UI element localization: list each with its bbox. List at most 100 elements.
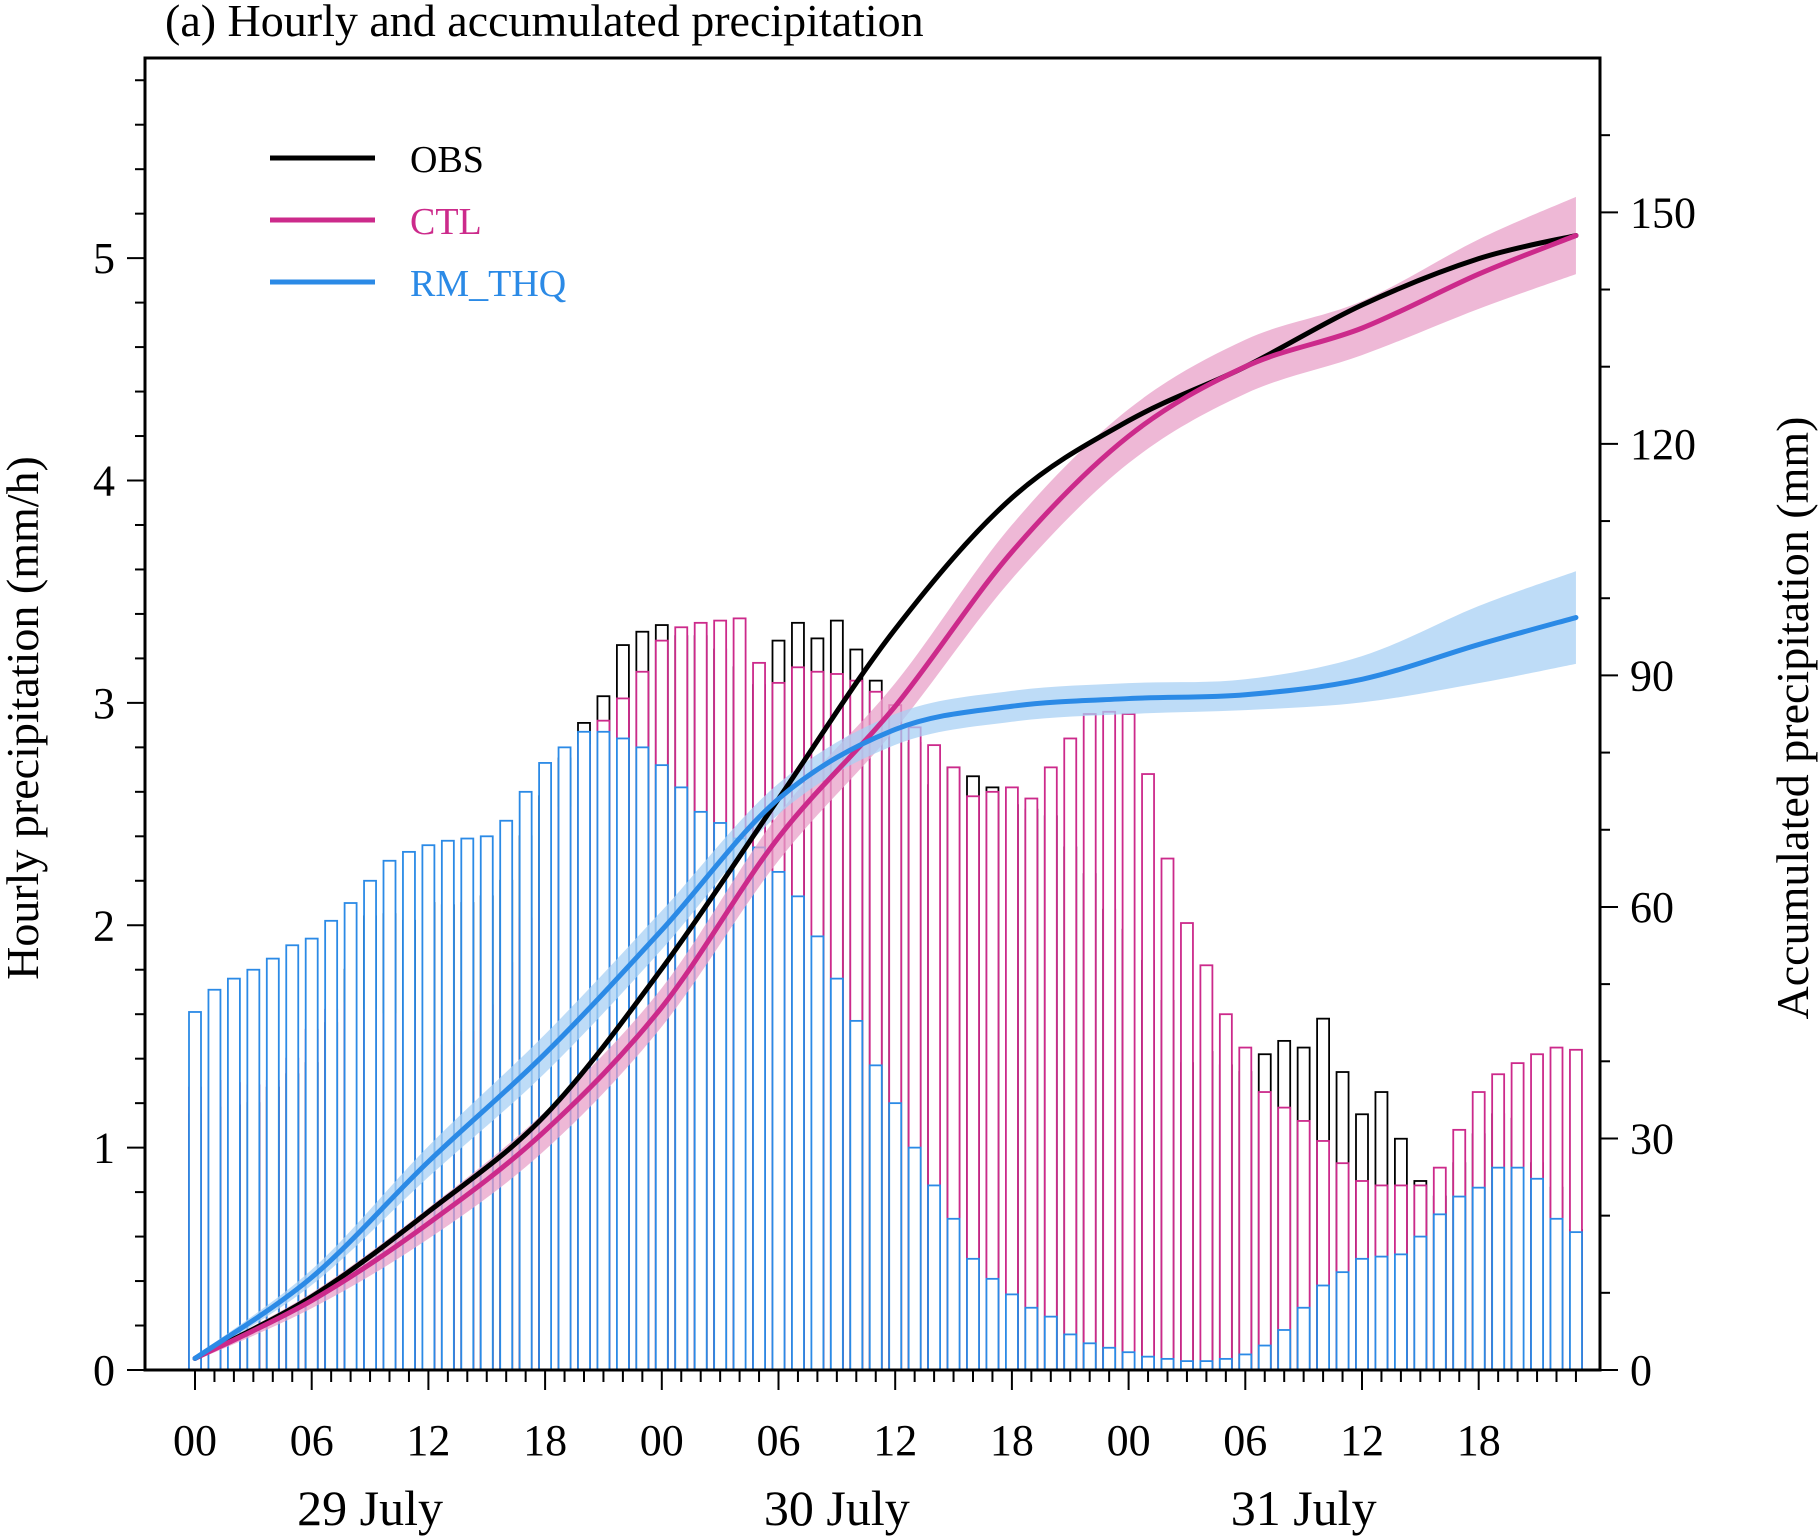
- day-label: 31 July: [1231, 1480, 1377, 1536]
- bar-rm-thq-41: [985, 1277, 1000, 1371]
- bar-rm-thq-70: [1549, 1217, 1564, 1371]
- bar-rm-thq-19: [557, 746, 572, 1371]
- y-tick-label: 3: [93, 679, 115, 728]
- bar-rm-thq-60: [1355, 1257, 1369, 1371]
- bar-rm-thq-0: [188, 1011, 202, 1371]
- bar-rm-thq-7: [324, 919, 339, 1371]
- x-tick-label: 12: [406, 1416, 450, 1465]
- y-axis-title: Hourly precipitation (mm/h): [0, 456, 48, 980]
- y-tick-label: 1: [93, 1124, 115, 1173]
- bar-rm-thq-68: [1510, 1166, 1525, 1371]
- bar-rm-thq-48: [1121, 1351, 1136, 1371]
- bar-rm-thq-20: [577, 730, 591, 1371]
- bar-ctl-55: [1257, 1091, 1272, 1371]
- bar-rm-thq-39: [946, 1217, 961, 1371]
- x-tick-label: 00: [640, 1416, 684, 1465]
- bar-ctl-49: [1141, 773, 1155, 1371]
- band-rm-thq: [195, 571, 1576, 1361]
- bar-rm-thq-61: [1374, 1255, 1389, 1371]
- bar-rm-thq-33: [829, 977, 844, 1371]
- bar-rm-thq-2: [226, 977, 241, 1371]
- day-label: 30 July: [764, 1480, 910, 1536]
- band-ctl: [195, 196, 1576, 1361]
- bar-rm-thq-34: [849, 1019, 864, 1371]
- y-tick-label: 4: [93, 457, 115, 506]
- bar-rm-thq-35: [868, 1064, 883, 1371]
- bar-rm-thq-50: [1160, 1357, 1175, 1371]
- bar-rm-thq-64: [1432, 1213, 1447, 1371]
- x-tick-label: 06: [290, 1416, 334, 1465]
- bar-rm-thq-24: [654, 764, 669, 1371]
- y2-tick-label: 60: [1630, 883, 1674, 932]
- line-obs: [192, 233, 1579, 1361]
- bar-rm-thq-31: [791, 895, 805, 1371]
- bar-ctl-43: [1024, 797, 1039, 1371]
- bar-rm-thq-37: [907, 1146, 922, 1371]
- y2-axis-title: Accumulated precipitation (mm): [1767, 417, 1818, 1020]
- legend: OBS CTL RM_THQ: [270, 139, 566, 305]
- bar-rm-thq-56: [1277, 1329, 1292, 1371]
- bar-rm-thq-13: [440, 839, 455, 1371]
- bar-ctl-53: [1218, 1013, 1233, 1371]
- y-tick-label: 0: [93, 1346, 115, 1395]
- bar-rm-thq-59: [1335, 1271, 1350, 1371]
- bar-ctl-42: [1005, 786, 1019, 1371]
- bar-rm-thq-32: [810, 935, 825, 1371]
- bar-rm-thq-57: [1296, 1306, 1311, 1371]
- bar-rm-thq-58: [1316, 1284, 1330, 1371]
- bar-rm-thq-63: [1413, 1235, 1428, 1371]
- bar-rm-thq-3: [246, 968, 261, 1371]
- bar-rm-thq-9: [363, 879, 377, 1371]
- bar-rm-thq-62: [1394, 1253, 1408, 1371]
- bar-rm-thq-71: [1569, 1231, 1583, 1371]
- bar-rm-thq-53: [1218, 1357, 1233, 1371]
- bar-rm-thq-44: [1043, 1315, 1058, 1371]
- bar-rm-thq-14: [460, 837, 475, 1371]
- bar-ctl-54: [1238, 1046, 1253, 1371]
- bar-rm-thq-1: [207, 988, 222, 1371]
- bar-ctl-47: [1102, 710, 1117, 1371]
- line-rm-thq: [192, 615, 1579, 1361]
- bar-rm-thq-46: [1082, 1342, 1097, 1371]
- bar-rm-thq-8: [343, 902, 358, 1371]
- bar-rm-thq-66: [1471, 1186, 1486, 1371]
- day-label: 29 July: [297, 1480, 443, 1536]
- bar-rm-thq-12: [421, 844, 436, 1371]
- bar-ctl-51: [1180, 922, 1194, 1371]
- y2-tick-label: 150: [1630, 188, 1696, 237]
- bar-ctl-50: [1160, 857, 1175, 1371]
- x-tick-label: 00: [173, 1416, 217, 1465]
- chart-title: (a) Hourly and accumulated precipitation: [165, 0, 924, 46]
- y2-tick-label: 0: [1630, 1346, 1652, 1395]
- x-tick-label: 00: [1107, 1416, 1151, 1465]
- y-tick-label: 5: [93, 234, 115, 283]
- x-tick-label: 06: [757, 1416, 801, 1465]
- accumulated-bands: [195, 196, 1576, 1361]
- bar-rm-thq-23: [635, 746, 650, 1371]
- bar-rm-thq-42: [1005, 1293, 1019, 1371]
- legend-label-ctl: CTL: [410, 201, 482, 243]
- bar-rm-thq-38: [927, 1184, 941, 1371]
- bar-rm-thq-49: [1141, 1355, 1155, 1371]
- x-tick-label: 12: [1340, 1416, 1384, 1465]
- bar-rm-thq-40: [966, 1257, 980, 1371]
- bar-rm-thq-67: [1491, 1166, 1506, 1371]
- bar-rm-thq-36: [888, 1102, 903, 1371]
- bar-rm-thq-55: [1257, 1344, 1272, 1371]
- bar-ctl-44: [1043, 766, 1058, 1371]
- plot-frame: [143, 56, 1602, 1372]
- bar-rm-thq-11: [402, 850, 416, 1371]
- bar-rm-thq-25: [674, 786, 689, 1371]
- bar-rm-thq-43: [1024, 1306, 1039, 1371]
- legend-label-obs: OBS: [410, 139, 484, 181]
- line-ctl: [192, 233, 1579, 1361]
- accumulated-lines: [192, 233, 1579, 1361]
- bar-rm-thq-65: [1452, 1195, 1467, 1371]
- bar-rm-thq-54: [1238, 1353, 1253, 1371]
- bar-rm-thq-47: [1102, 1346, 1117, 1371]
- bar-ctl-52: [1199, 964, 1214, 1371]
- x-tick-label: 18: [523, 1416, 567, 1465]
- legend-label-rm-thq: RM_THQ: [410, 263, 566, 305]
